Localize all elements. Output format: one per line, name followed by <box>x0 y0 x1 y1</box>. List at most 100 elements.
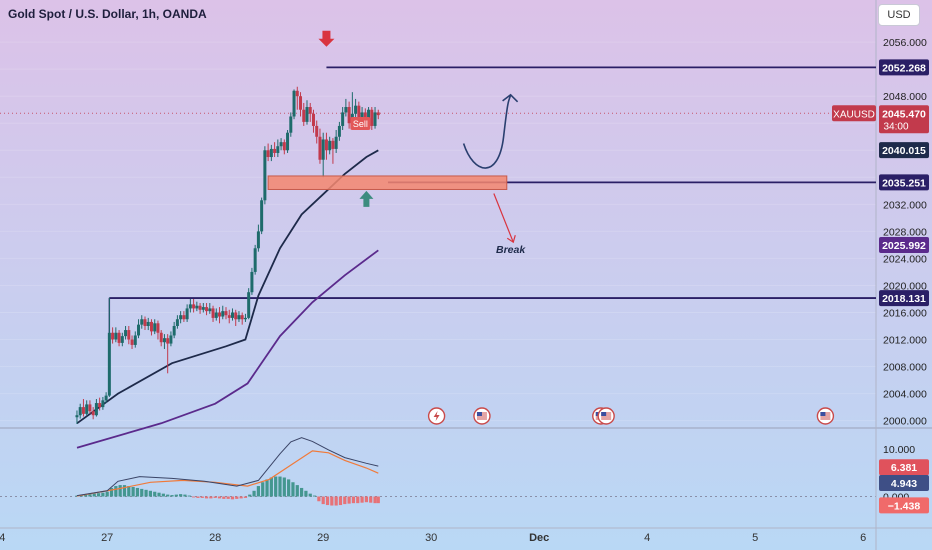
macd-tick-label: 10.000 <box>883 444 915 456</box>
time-tick-label: 27 <box>101 532 113 544</box>
ema-fast-line <box>76 149 379 425</box>
candle-body <box>175 319 179 326</box>
time-tick-label: Dec <box>529 532 549 544</box>
candle-body <box>101 400 105 408</box>
signal-value-label: 4.943 <box>891 478 917 490</box>
candle-body <box>166 338 170 344</box>
candle-body <box>208 308 212 312</box>
support-zone <box>267 175 508 190</box>
chart-title: Gold Spot / U.S. Dollar, 1h, OANDA <box>8 7 207 21</box>
macd-histogram-bar <box>127 486 131 497</box>
price-tick-label: 2004.000 <box>883 389 927 401</box>
projection-curve <box>462 94 512 169</box>
candle <box>75 410 79 424</box>
candle <box>172 321 176 339</box>
candle <box>221 305 225 320</box>
candle-body <box>243 317 247 320</box>
candle <box>347 101 351 129</box>
candle <box>137 319 141 339</box>
candle-body <box>120 336 124 343</box>
macd-layer <box>75 437 380 506</box>
candle <box>295 86 299 110</box>
candle <box>237 311 241 322</box>
candle-body <box>143 319 147 326</box>
candle <box>334 130 338 153</box>
candle-body <box>156 323 160 333</box>
candle-body <box>250 271 254 293</box>
candle <box>211 305 215 322</box>
macd-histogram-bar <box>217 496 222 499</box>
macd-histogram-bar <box>222 496 226 499</box>
candle <box>344 98 348 117</box>
candle-body <box>130 339 134 345</box>
candle <box>78 403 82 419</box>
candle-body <box>331 140 335 149</box>
candle <box>376 109 380 120</box>
candle-body <box>328 140 332 151</box>
candle-body <box>198 305 202 310</box>
candle <box>247 288 251 320</box>
candle <box>156 320 160 340</box>
candle <box>341 107 345 130</box>
candle <box>299 92 303 117</box>
candle <box>224 307 228 320</box>
time-tick-label: 24 <box>0 532 5 544</box>
macd-histogram-bar <box>226 496 230 499</box>
candle <box>240 312 244 325</box>
macd-histogram-bar <box>334 496 338 506</box>
axis-layer: 2000.000 2004.000 2008.000 2012.000 2016.000… <box>0 37 927 544</box>
ema-slow-price-label: 2025.992 <box>882 240 926 252</box>
candle-body <box>224 311 228 316</box>
macd-histogram-bar <box>131 487 135 497</box>
macd-histogram-bar <box>144 489 148 497</box>
candle-body <box>211 308 215 318</box>
candle-body <box>315 125 319 137</box>
price-tick-label: 2032.000 <box>883 199 927 211</box>
candle-body <box>140 319 144 325</box>
macd-histogram-bar <box>274 476 278 497</box>
candle <box>234 309 238 326</box>
label-layer: 2052.268 2035.251 2018.131 XAUUSD 2045.47034… <box>832 59 929 514</box>
candle <box>337 121 341 141</box>
candle <box>331 138 335 164</box>
candle-body <box>256 231 260 249</box>
candle-body <box>182 315 186 320</box>
candle-body <box>273 148 277 153</box>
current-price-label: 2045.470 <box>882 108 926 120</box>
candle-body <box>292 90 296 117</box>
candle-body <box>195 305 199 309</box>
candle-body <box>253 248 257 272</box>
macd-histogram-bar <box>330 496 334 506</box>
candle <box>127 326 131 345</box>
candle-countdown: 34:00 <box>883 121 908 132</box>
candle-body <box>324 139 328 151</box>
candle-body <box>360 112 364 118</box>
macd-value-label: 6.381 <box>891 462 917 474</box>
candle <box>354 98 358 118</box>
candle-body <box>357 105 361 118</box>
candle-body <box>88 404 92 412</box>
price-tick-label: 2000.000 <box>883 416 927 428</box>
candle-body <box>347 107 351 124</box>
candle-body <box>133 335 137 345</box>
macd-histogram-bar <box>291 482 295 497</box>
candle-body <box>247 292 251 318</box>
projection-arrowhead <box>502 93 519 103</box>
candle-body <box>302 109 306 122</box>
price-tick-label: 2012.000 <box>883 335 927 347</box>
candle <box>208 303 212 314</box>
buy-arrow-up-icon <box>359 190 374 207</box>
candle-body <box>91 411 95 416</box>
time-tick-label: 6 <box>860 532 866 544</box>
candle <box>269 144 273 162</box>
candle-body <box>111 332 115 340</box>
candle-body <box>107 332 111 396</box>
level-price-label-bg <box>879 59 929 76</box>
candle <box>214 308 218 321</box>
macd-histogram-bar <box>356 496 360 504</box>
candle <box>133 331 137 348</box>
currency-button[interactable]: USD <box>878 4 920 26</box>
candle <box>276 139 280 158</box>
macd-histogram-bar <box>261 482 265 497</box>
